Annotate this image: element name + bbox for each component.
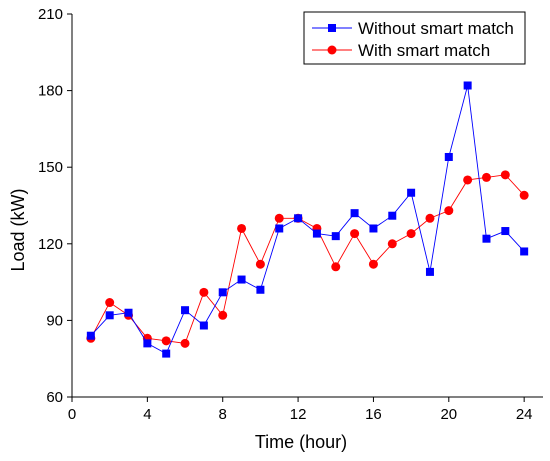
- data-point: [331, 262, 341, 272]
- data-point: [294, 214, 303, 223]
- y-tick-label: 60: [46, 389, 63, 406]
- data-point: [105, 298, 115, 308]
- data-point: [180, 338, 190, 348]
- x-tick-label: 8: [219, 406, 227, 423]
- y-axis: 60 90 120 150 180 210: [38, 6, 73, 406]
- data-point: [237, 223, 247, 233]
- data-point: [463, 175, 473, 185]
- data-point: [425, 267, 434, 276]
- legend-box: [303, 11, 526, 65]
- x-axis-title: Time (hour): [255, 432, 347, 452]
- series-with-smart-match: [86, 170, 529, 348]
- data-point: [331, 232, 340, 241]
- series-layer: [86, 81, 529, 358]
- legend: Without smart match With smart match: [303, 11, 526, 65]
- data-point: [481, 172, 491, 182]
- x-tick-label: 4: [143, 406, 151, 423]
- data-point: [181, 306, 190, 315]
- data-point: [237, 275, 246, 284]
- data-point: [312, 229, 321, 238]
- data-point: [350, 229, 360, 239]
- data-point: [482, 234, 491, 243]
- data-point: [407, 188, 416, 197]
- data-point: [444, 206, 454, 216]
- data-point: [274, 213, 284, 223]
- y-tick-label: 120: [38, 236, 63, 253]
- legend-marker: [327, 45, 337, 55]
- data-point: [256, 285, 265, 294]
- data-point: [124, 308, 133, 317]
- data-point: [275, 224, 284, 233]
- data-point: [520, 247, 529, 256]
- x-tick-label: 16: [365, 406, 382, 423]
- data-point: [162, 349, 171, 358]
- data-point: [368, 259, 378, 269]
- data-point: [519, 190, 529, 200]
- data-point: [444, 152, 453, 161]
- legend-label: With smart match: [358, 41, 490, 60]
- x-tick-label: 20: [440, 406, 457, 423]
- y-axis-title: Load (kW): [8, 188, 28, 271]
- data-point: [369, 224, 378, 233]
- series-line: [90, 85, 525, 355]
- x-tick-label: 12: [290, 406, 307, 423]
- data-point: [425, 213, 435, 223]
- data-point: [86, 331, 95, 340]
- data-point: [143, 339, 152, 348]
- data-point: [500, 170, 510, 180]
- data-point: [406, 229, 416, 239]
- x-axis: 0 4 8 12 16 20 24: [68, 396, 543, 423]
- data-point: [199, 321, 208, 330]
- data-point: [387, 239, 397, 249]
- data-point: [218, 310, 228, 320]
- y-tick-label: 90: [46, 312, 63, 329]
- data-point: [105, 311, 114, 320]
- data-point: [388, 211, 397, 220]
- data-point: [350, 209, 359, 218]
- data-point: [255, 259, 265, 269]
- y-tick-label: 180: [38, 83, 63, 100]
- legend-marker: [328, 24, 336, 32]
- y-tick-label: 210: [38, 6, 63, 23]
- data-point: [463, 81, 472, 90]
- data-point: [218, 288, 227, 297]
- data-point: [199, 287, 209, 297]
- series-without-smart-match: [86, 81, 529, 358]
- series-line: [90, 174, 525, 344]
- x-tick-label: 24: [516, 406, 533, 423]
- data-point: [501, 227, 510, 236]
- y-tick-label: 150: [38, 159, 63, 176]
- x-tick-label: 0: [68, 406, 76, 423]
- data-point: [161, 336, 171, 346]
- legend-label: Without smart match: [358, 19, 514, 38]
